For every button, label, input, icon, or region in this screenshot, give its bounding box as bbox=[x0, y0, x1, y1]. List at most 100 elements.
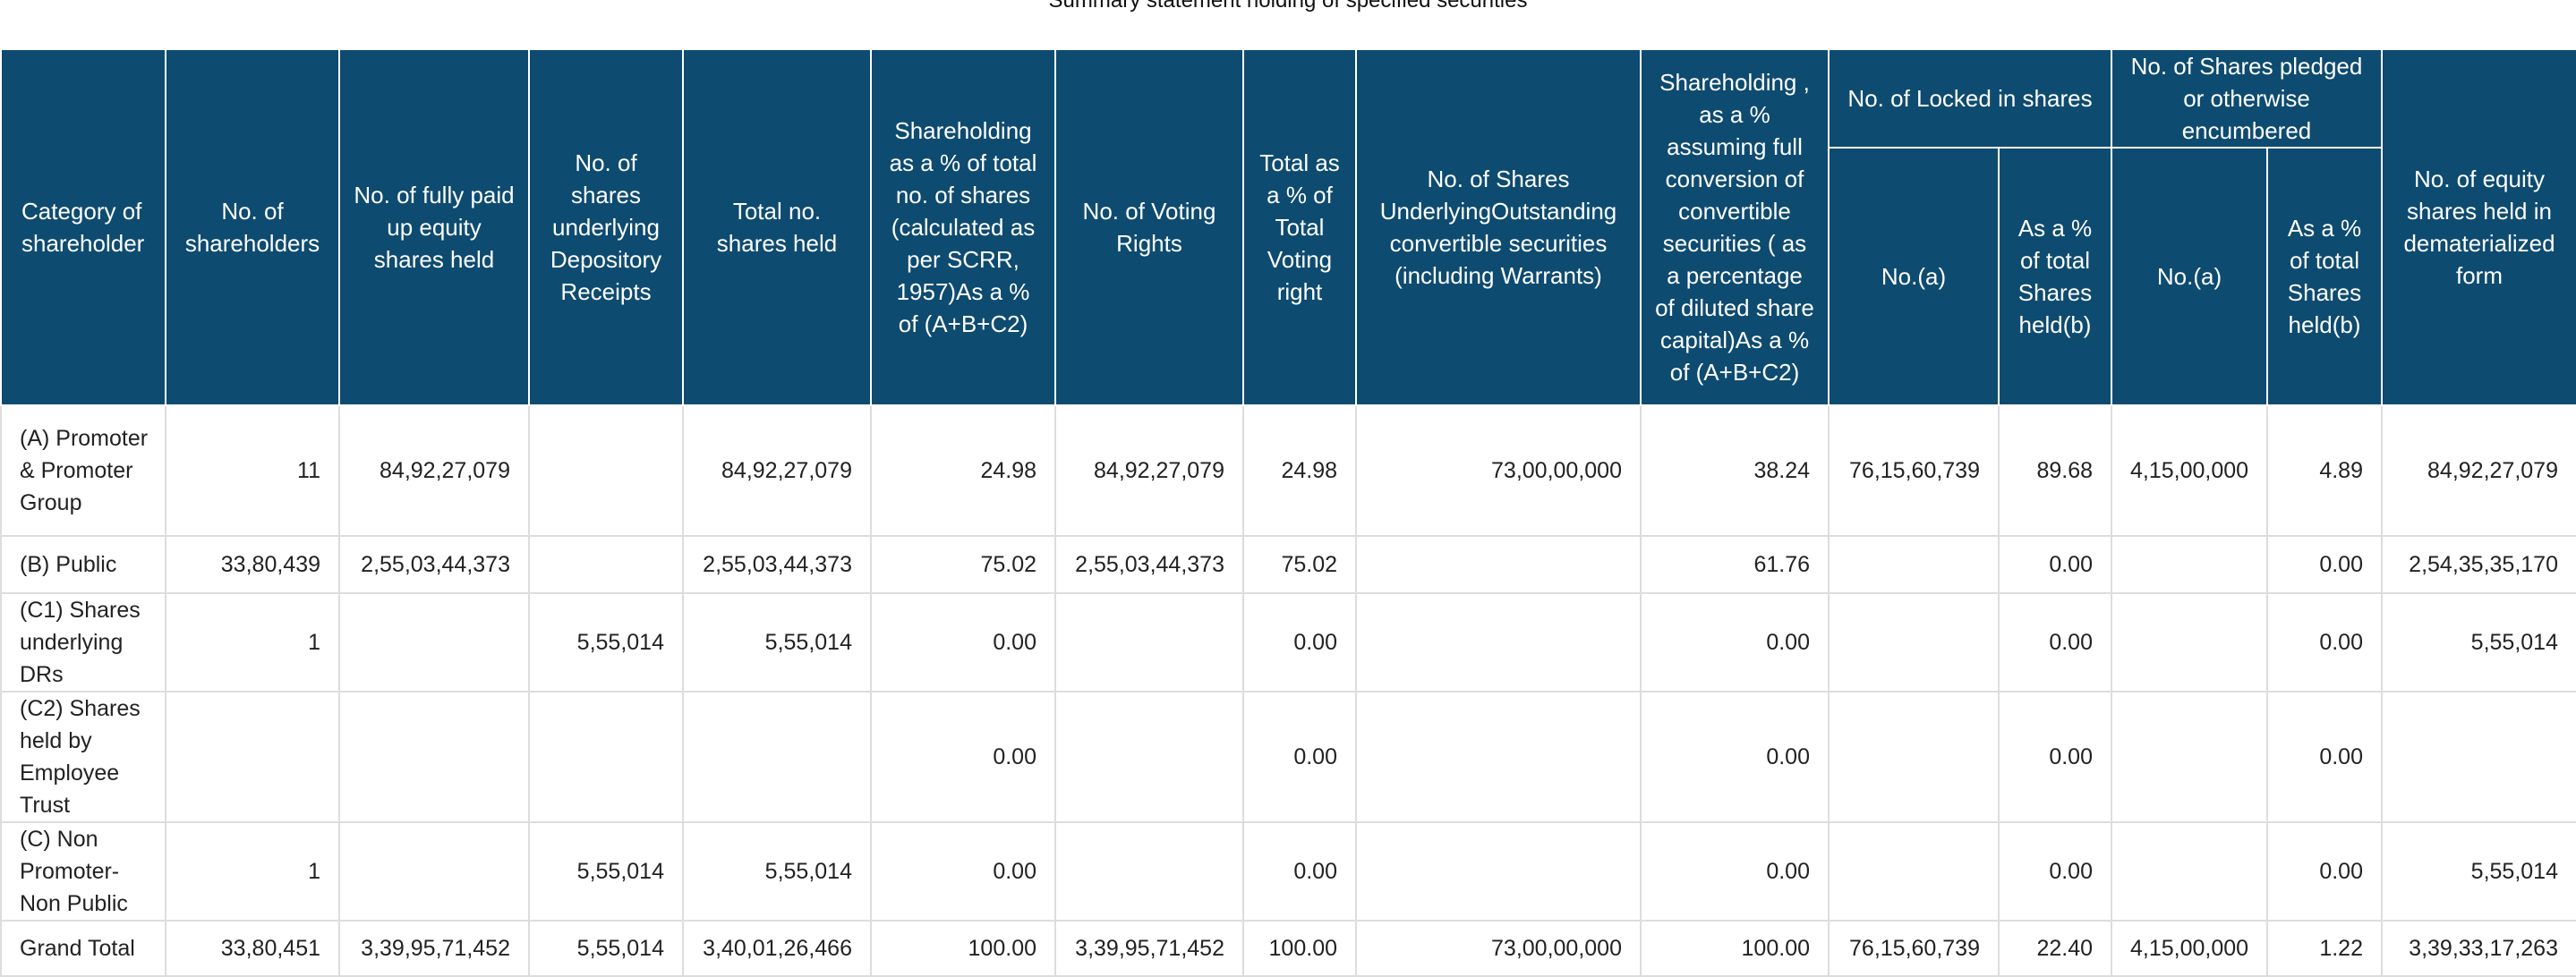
cell-shareholding-pct: 0.00 bbox=[870, 821, 1056, 922]
table-caption: Summary statement holding of specified s… bbox=[1048, 0, 1528, 13]
header-row-top: Category of shareholder No. of sharehold… bbox=[0, 48, 2576, 406]
cell-locked-no: 76,15,60,739 bbox=[1828, 920, 2000, 977]
cell-pledged-no bbox=[2111, 592, 2268, 692]
cell-num-shareholders: 33,80,439 bbox=[165, 535, 340, 594]
cell-fully-paid: 84,92,27,079 bbox=[338, 404, 530, 537]
header-category: Category of shareholder bbox=[0, 48, 166, 406]
header-row-bottom: No.(a) As a % of total Shares held(b) No… bbox=[1, 147, 2576, 406]
cell-underlying-outstanding bbox=[1355, 592, 1642, 692]
header-total-shares: Total no. shares held bbox=[682, 48, 872, 406]
table-row: (C1) Shares underlying DRs 1 5,55,014 5,… bbox=[0, 592, 2576, 692]
cell-voting-rights bbox=[1054, 592, 1244, 692]
cell-total-voting-pct: 75.02 bbox=[1242, 535, 1357, 594]
cell-shareholding-pct: 24.98 bbox=[870, 404, 1056, 537]
cell-full-conversion-pct: 0.00 bbox=[1640, 592, 1830, 692]
cell-category: (C2) Shares held by Employee Trust bbox=[0, 691, 166, 823]
header-total-voting-pct: Total as a % of Total Voting right bbox=[1242, 48, 1357, 406]
header-underlying-outstanding: No. of Shares UnderlyingOutstanding conv… bbox=[1355, 48, 1642, 406]
header-fully-paid-shares: No. of fully paid up equity shares held bbox=[338, 48, 530, 406]
cell-pledged-no bbox=[2111, 535, 2268, 594]
cell-total-voting-pct: 100.00 bbox=[1242, 920, 1357, 977]
shareholding-summary-table: Category of shareholder No. of sharehold… bbox=[0, 48, 2576, 977]
cell-locked-no bbox=[1828, 535, 2000, 594]
cell-locked-pct: 0.00 bbox=[1998, 691, 2112, 823]
table-row: (A) Promoter & Promoter Group 11 84,92,2… bbox=[0, 404, 2576, 537]
cell-total-voting-pct: 0.00 bbox=[1242, 691, 1357, 823]
header-depository-receipts: No. of shares underlying Depository Rece… bbox=[528, 48, 684, 406]
cell-total-shares bbox=[682, 691, 872, 823]
cell-num-shareholders: 11 bbox=[165, 404, 340, 537]
cell-fully-paid: 2,55,03,44,373 bbox=[338, 535, 530, 594]
cell-demat: 84,92,27,079 bbox=[2381, 404, 2576, 537]
cell-locked-pct: 0.00 bbox=[1998, 821, 2112, 922]
cell-depository-receipts: 5,55,014 bbox=[528, 592, 684, 692]
cell-locked-no: 76,15,60,739 bbox=[1828, 404, 2000, 537]
header-locked-pct: As a % of total Shares held(b) bbox=[1998, 147, 2112, 406]
cell-pledged-no: 4,15,00,000 bbox=[2111, 920, 2268, 977]
cell-demat: 2,54,35,35,170 bbox=[2381, 535, 2576, 594]
table-row: (B) Public 33,80,439 2,55,03,44,373 2,55… bbox=[0, 535, 2576, 594]
cell-pledged-pct: 0.00 bbox=[2266, 691, 2383, 823]
cell-depository-receipts bbox=[528, 691, 684, 823]
cell-fully-paid bbox=[338, 821, 530, 922]
cell-num-shareholders: 33,80,451 bbox=[165, 920, 340, 977]
cell-num-shareholders: 1 bbox=[165, 592, 340, 692]
cell-category: (B) Public bbox=[0, 535, 166, 594]
cell-total-shares: 5,55,014 bbox=[682, 592, 872, 692]
cell-category: (C) Non Promoter-Non Public bbox=[0, 821, 166, 922]
cell-category: (A) Promoter & Promoter Group bbox=[0, 404, 166, 537]
cell-depository-receipts: 5,55,014 bbox=[528, 821, 684, 922]
cell-pledged-no bbox=[2111, 691, 2268, 823]
cell-locked-no bbox=[1828, 691, 2000, 823]
header-pledged-no: No.(a) bbox=[2111, 147, 2268, 406]
cell-voting-rights: 2,55,03,44,373 bbox=[1054, 535, 1244, 594]
cell-total-shares: 5,55,014 bbox=[682, 821, 872, 922]
cell-pledged-pct: 0.00 bbox=[2266, 592, 2383, 692]
cell-voting-rights bbox=[1054, 821, 1244, 922]
header-pledged-pct: As a % of total Shares held(b) bbox=[2266, 147, 2383, 406]
cell-shareholding-pct: 0.00 bbox=[870, 592, 1056, 692]
header-full-conversion-pct: Shareholding , as a % assuming full conv… bbox=[1640, 48, 1830, 406]
cell-category: (C1) Shares underlying DRs bbox=[0, 592, 166, 692]
header-voting-rights: No. of Voting Rights bbox=[1054, 48, 1244, 406]
cell-locked-pct: 0.00 bbox=[1998, 535, 2112, 594]
header-locked-no: No.(a) bbox=[1828, 147, 2000, 406]
table-row: (C) Non Promoter-Non Public 1 5,55,014 5… bbox=[0, 821, 2576, 922]
cell-total-shares: 3,40,01,26,466 bbox=[682, 920, 872, 977]
cell-shareholding-pct: 75.02 bbox=[870, 535, 1056, 594]
cell-pledged-pct: 0.00 bbox=[2266, 821, 2383, 922]
table-row: (C2) Shares held by Employee Trust 0.00 … bbox=[0, 691, 2576, 823]
cell-depository-receipts bbox=[528, 404, 684, 537]
cell-full-conversion-pct: 38.24 bbox=[1640, 404, 1830, 537]
cell-pledged-pct: 4.89 bbox=[2266, 404, 2383, 537]
cell-pledged-no: 4,15,00,000 bbox=[2111, 404, 2268, 537]
header-pledged-group: No. of Shares pledged or otherwise encum… bbox=[2111, 48, 2383, 149]
cell-total-voting-pct: 0.00 bbox=[1242, 592, 1357, 692]
cell-total-shares: 2,55,03,44,373 bbox=[682, 535, 872, 594]
cell-shareholding-pct: 0.00 bbox=[870, 691, 1056, 823]
cell-demat: 5,55,014 bbox=[2381, 592, 2576, 692]
cell-total-voting-pct: 0.00 bbox=[1242, 821, 1357, 922]
header-num-shareholders: No. of shareholders bbox=[165, 48, 340, 406]
cell-voting-rights: 84,92,27,079 bbox=[1054, 404, 1244, 537]
cell-pledged-no bbox=[2111, 821, 2268, 922]
cell-fully-paid: 3,39,95,71,452 bbox=[338, 920, 530, 977]
cell-pledged-pct: 1.22 bbox=[2266, 920, 2383, 977]
cell-locked-no bbox=[1828, 821, 2000, 922]
cell-depository-receipts bbox=[528, 535, 684, 594]
cell-locked-no bbox=[1828, 592, 2000, 692]
cell-underlying-outstanding bbox=[1355, 535, 1642, 594]
cell-underlying-outstanding bbox=[1355, 691, 1642, 823]
cell-shareholding-pct: 100.00 bbox=[870, 920, 1056, 977]
cell-underlying-outstanding bbox=[1355, 821, 1642, 922]
cell-underlying-outstanding: 73,00,00,000 bbox=[1355, 920, 1642, 977]
grand-total-row: Grand Total 33,80,451 3,39,95,71,452 5,5… bbox=[0, 920, 2576, 977]
cell-demat: 3,39,33,17,263 bbox=[2381, 920, 2576, 977]
cell-locked-pct: 89.68 bbox=[1998, 404, 2112, 537]
cell-locked-pct: 0.00 bbox=[1998, 592, 2112, 692]
cell-num-shareholders: 1 bbox=[165, 821, 340, 922]
cell-underlying-outstanding: 73,00,00,000 bbox=[1355, 404, 1642, 537]
cell-fully-paid bbox=[338, 691, 530, 823]
cell-full-conversion-pct: 0.00 bbox=[1640, 691, 1830, 823]
cell-fully-paid bbox=[338, 592, 530, 692]
